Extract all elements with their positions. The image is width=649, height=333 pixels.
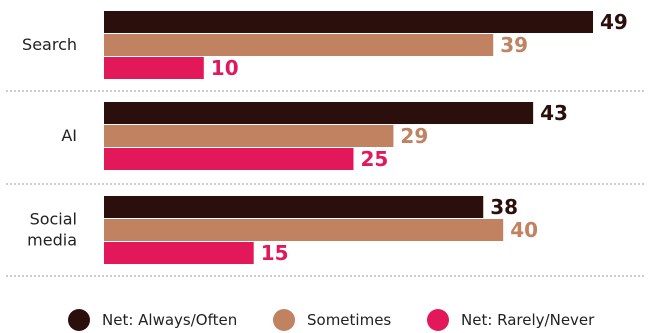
category-label-search: Search [22,35,77,54]
value-label-social-media-net-rarely-never: 15 [261,241,289,265]
legend-item-net-always-often: Net: Always/Often [68,309,237,331]
bar-ai-net-rarely-never [104,148,354,170]
legend-label-net-always-often: Net: Always/Often [102,311,237,329]
category-label-ai: AI [61,126,77,145]
value-label-social-media-sometimes: 40 [510,218,538,242]
group-dividers [6,90,646,277]
legend-item-net-rarely-never: Net: Rarely/Never [427,309,595,331]
bar-search-sometimes [104,34,494,56]
value-label-ai-sometimes: 29 [400,124,428,148]
legend-label-net-rarely-never: Net: Rarely/Never [461,311,595,329]
bar-social-media-net-always-often [104,196,484,218]
value-label-ai-net-always-often: 43 [540,101,568,125]
value-label-search-sometimes: 39 [500,33,528,57]
legend-label-sometimes: Sometimes [307,311,391,329]
value-label-ai-net-rarely-never: 25 [361,147,389,171]
bar-social-media-sometimes [104,219,504,241]
legend-item-sometimes: Sometimes [273,309,391,331]
value-label-search-net-rarely-never: 10 [211,56,239,80]
category-labels: Search AI Social media [22,35,77,250]
legend-swatch-net-always-often [68,309,90,331]
value-label-social-media-net-always-often: 38 [490,195,518,219]
bar-search-net-rarely-never [104,57,204,79]
legend-swatch-sometimes [273,309,295,331]
bar-search-net-always-often [104,11,594,33]
category-label-social-media: Social media [27,210,77,250]
legend-swatch-net-rarely-never [427,309,449,331]
legend: Net: Always/Often Sometimes Net: Rarely/Ne… [68,309,595,331]
bars [104,11,594,264]
value-label-search-net-always-often: 49 [600,10,628,34]
bar-social-media-net-rarely-never [104,242,254,264]
bar-ai-net-always-often [104,102,534,124]
bar-ai-sometimes [104,125,394,147]
